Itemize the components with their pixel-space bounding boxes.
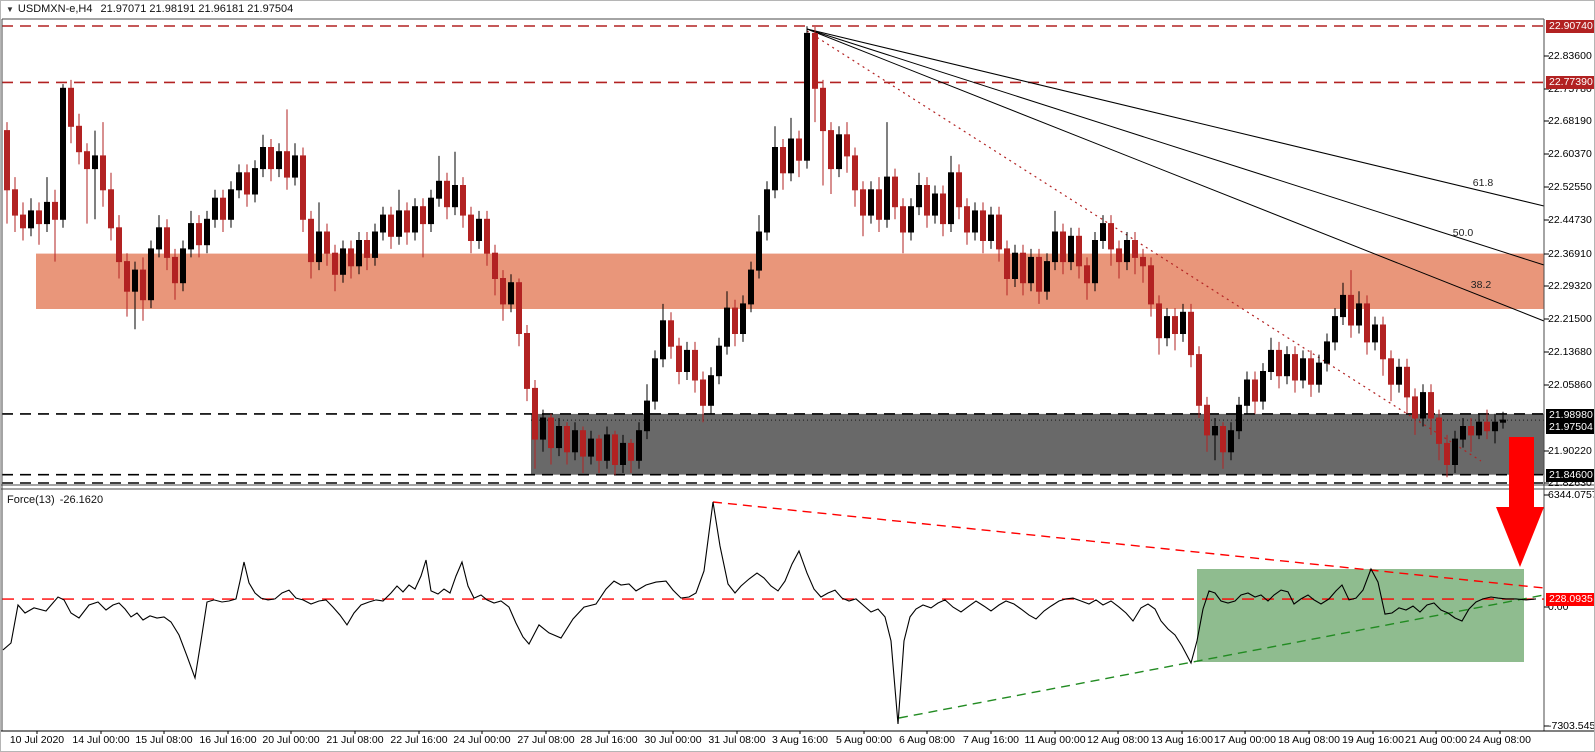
pane-divider-handle[interactable] — [1, 483, 1594, 491]
time-axis-label: 13 Aug 16:00 — [1151, 734, 1213, 746]
time-axis-label: 3 Aug 16:00 — [771, 734, 829, 746]
time-axis-label: 10 Jul 2020 — [9, 734, 65, 746]
price-axis-label: 22.36910 — [1548, 248, 1592, 260]
resistance-zone — [36, 253, 1544, 309]
price-axis-badge: 21.97504 — [1546, 421, 1594, 434]
time-axis-label: 22 Jul 16:00 — [390, 734, 448, 746]
time-axis-label: 19 Aug 16:00 — [1342, 734, 1404, 746]
price-axis-badge: 22.77390 — [1546, 76, 1594, 89]
symbol-timeframe-label: USDMXN-e,H4 — [17, 3, 93, 15]
fib-fan-line[interactable] — [806, 28, 1545, 207]
price-axis-label: 22.29320 — [1548, 280, 1592, 292]
indicator-axis-label: -7303.5453 — [1548, 720, 1595, 732]
indicator-highlight-zone — [1197, 569, 1524, 662]
price-axis-label: 22.60370 — [1548, 148, 1592, 160]
indicator-value-label: -26.1620 — [59, 494, 104, 506]
chart-menu-arrow-icon[interactable]: ▼ — [6, 5, 14, 14]
indicator-name-label: Force(13) — [7, 494, 55, 506]
indicator-axis-badge: 228.0935 — [1546, 593, 1594, 606]
time-axis-label: 11 Aug 00:00 — [1024, 734, 1086, 746]
fib-fan-line[interactable] — [806, 28, 1545, 266]
price-axis-label: 22.05860 — [1548, 379, 1592, 391]
fib-dotted-trendline[interactable] — [806, 30, 1482, 462]
time-axis-label: 21 Aug 00:00 — [1405, 734, 1467, 746]
time-axis-label: 24 Jul 00:00 — [453, 734, 511, 746]
time-axis-label: 12 Aug 08:00 — [1087, 734, 1149, 746]
indicator-title: Force(13) -26.1620 — [7, 494, 103, 506]
time-axis-label: 5 Aug 00:00 — [835, 734, 893, 746]
time-axis-label: 17 Aug 00:00 — [1214, 734, 1276, 746]
price-axis-label: 21.90220 — [1548, 445, 1592, 457]
sell-signal-arrow[interactable] — [1509, 437, 1534, 509]
time-axis-label: 27 Jul 08:00 — [517, 734, 575, 746]
fib-ratio-label: 38.2 — [1470, 279, 1492, 291]
time-axis-label: 30 Jul 00:00 — [644, 734, 702, 746]
indicator-axis-label: 6344.0757 — [1548, 489, 1595, 501]
price-axis-label: 22.68190 — [1548, 115, 1592, 127]
chart-title-bar: ▼ USDMXN-e,H4 21.97071 21.98191 21.96181 2… — [6, 3, 293, 15]
time-axis-label: 6 Aug 08:00 — [898, 734, 956, 746]
price-axis-label: 22.13680 — [1548, 346, 1592, 358]
indicator-red-trendline[interactable] — [712, 501, 1545, 589]
candlestick-series[interactable] — [4, 26, 1506, 478]
time-axis-label: 20 Jul 00:00 — [262, 734, 320, 746]
price-axis-label: 22.83600 — [1548, 50, 1592, 62]
price-axis-badge: 21.98980 — [1546, 409, 1594, 422]
time-axis-label: 31 Jul 08:00 — [708, 734, 766, 746]
support-zone — [531, 413, 1544, 475]
time-axis-label: 16 Jul 16:00 — [199, 734, 257, 746]
price-axis-badge: 22.90740 — [1546, 20, 1594, 33]
time-axis-label: 15 Jul 08:00 — [135, 734, 193, 746]
price-axis-badge: 21.84600 — [1546, 469, 1594, 482]
time-axis-label: 14 Jul 00:00 — [72, 734, 130, 746]
time-axis-label: 7 Aug 16:00 — [962, 734, 1020, 746]
time-axis-label: 28 Jul 16:00 — [580, 734, 638, 746]
time-axis-label: 18 Aug 08:00 — [1278, 734, 1340, 746]
ohlc-quotes-label: 21.97071 21.98191 21.96181 21.97504 — [100, 3, 294, 15]
indicator-green-trendline[interactable] — [898, 594, 1545, 719]
fib-fan-line[interactable] — [806, 28, 1545, 322]
price-axis-label: 22.44730 — [1548, 214, 1592, 226]
sell-signal-arrowhead[interactable] — [1496, 507, 1544, 567]
fib-ratio-label: 61.8 — [1472, 177, 1494, 189]
time-axis-label: 24 Aug 08:00 — [1469, 734, 1531, 746]
time-axis-label: 21 Jul 08:00 — [326, 734, 384, 746]
price-axis-label: 22.52550 — [1548, 181, 1592, 193]
price-axis-label: 22.21500 — [1548, 313, 1592, 325]
fib-ratio-label: 50.0 — [1452, 227, 1474, 239]
force-index-line — [2, 501, 1537, 724]
